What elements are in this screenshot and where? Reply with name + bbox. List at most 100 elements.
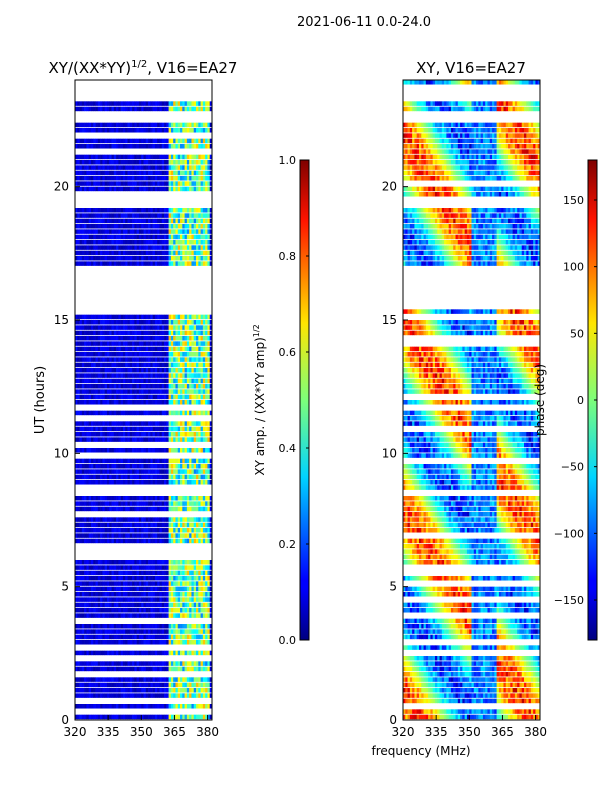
heatmap-cell (196, 538, 199, 544)
heatmap-cell (111, 362, 115, 368)
heatmap-cell (196, 368, 199, 373)
heatmap-cell (116, 160, 119, 165)
heatmap-cell (132, 128, 135, 133)
heatmap-cell (184, 506, 188, 512)
heatmap-cell (104, 576, 108, 581)
heatmap-cell (134, 613, 137, 618)
heatmap-cell (152, 240, 156, 245)
heatmap-cell (184, 357, 188, 362)
heatmap-cell (145, 677, 149, 682)
heatmap-cell (196, 213, 199, 218)
heatmap-cell (136, 144, 140, 149)
heatmap-cell (84, 106, 87, 112)
heatmap-cell (143, 576, 147, 581)
heatmap-cell (106, 458, 110, 464)
heatmap-cell (86, 682, 89, 688)
heatmap-cell (127, 128, 131, 133)
heatmap-cell (122, 437, 126, 442)
heatmap-cell (161, 426, 165, 432)
heatmap-cell (84, 688, 87, 693)
heatmap-cell (209, 677, 213, 682)
heatmap-cell (95, 128, 99, 133)
heatmap-cell (77, 592, 80, 597)
heatmap-cell (175, 640, 179, 645)
heatmap-cell (111, 682, 115, 688)
heatmap-cell (86, 677, 89, 682)
heatmap-cell (120, 373, 124, 378)
heatmap-cell (90, 186, 94, 192)
heatmap-cell (127, 346, 131, 352)
heatmap-cell (175, 613, 179, 618)
heatmap-cell (177, 458, 181, 464)
heatmap-cell (177, 389, 181, 394)
heatmap-cell (93, 240, 96, 245)
heatmap-cell (182, 704, 185, 709)
heatmap-cell (84, 570, 87, 576)
heatmap-cell (148, 501, 151, 506)
heatmap-cell (77, 138, 80, 144)
heatmap-cell (164, 581, 167, 586)
heatmap-cell (145, 362, 149, 368)
heatmap-cell (150, 325, 153, 330)
heatmap-cell (102, 565, 105, 570)
heatmap-cell (200, 469, 204, 474)
heatmap-cell (93, 314, 96, 320)
heatmap-cell (173, 384, 176, 389)
heatmap-cell (209, 245, 213, 250)
heatmap-cell (157, 496, 160, 501)
heatmap-cell (125, 576, 128, 581)
heatmap-cell (145, 693, 149, 698)
heatmap-cell (134, 426, 137, 432)
heatmap-cell (143, 341, 147, 346)
heatmap-cell (209, 501, 213, 506)
heatmap-cell (161, 373, 165, 378)
heatmap-cell (118, 341, 121, 346)
heatmap-cell (205, 234, 208, 240)
heatmap-cell (159, 122, 163, 128)
heatmap-cell (180, 522, 183, 528)
heatmap-cell (129, 208, 133, 213)
heatmap-cell (170, 410, 174, 416)
heatmap-cell (209, 229, 213, 234)
heatmap-cell (207, 565, 211, 570)
heatmap-cell (170, 448, 174, 453)
heatmap-cell (88, 496, 92, 501)
heatmap-cell (200, 330, 204, 336)
heatmap-cell (113, 640, 117, 645)
heatmap-cell (129, 426, 133, 432)
heatmap-cell (143, 522, 147, 528)
heatmap-cell (127, 314, 131, 320)
heatmap-cell (170, 154, 174, 160)
heatmap-cell (166, 261, 169, 266)
heatmap-cell (141, 474, 144, 480)
heatmap-cell (198, 122, 201, 128)
heatmap-cell (184, 682, 188, 688)
heatmap-cell (207, 138, 211, 144)
heatmap-cell (81, 234, 85, 240)
heatmap-cell (205, 245, 208, 250)
heatmap-cell (145, 528, 149, 533)
heatmap-cell (122, 373, 126, 378)
heatmap-cell (81, 661, 85, 666)
heatmap-cell (100, 341, 103, 346)
heatmap-cell (175, 389, 179, 394)
heatmap-cell (77, 229, 80, 234)
heatmap-cell (191, 138, 195, 144)
heatmap-cell (205, 640, 208, 645)
heatmap-cell (104, 144, 108, 149)
heatmap-cell (159, 186, 163, 192)
heatmap-cell (191, 400, 195, 405)
heatmap-cell (118, 661, 121, 666)
heatmap-cell (102, 250, 105, 256)
heatmap-cell (170, 181, 174, 186)
heatmap-cell (109, 320, 112, 325)
heatmap-cell (157, 581, 160, 586)
heatmap-cell (189, 576, 192, 581)
heatmap-cell (104, 501, 108, 506)
heatmap-cell (75, 368, 78, 373)
heatmap-cell (113, 576, 117, 581)
heatmap-cell (186, 362, 190, 368)
heatmap-cell (102, 629, 105, 634)
heatmap-cell (198, 533, 201, 538)
heatmap-cell (200, 624, 204, 629)
